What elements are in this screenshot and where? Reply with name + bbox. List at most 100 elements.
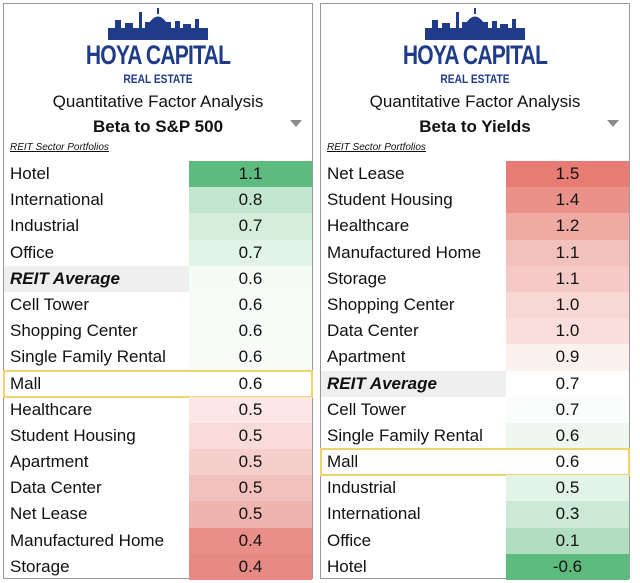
beta-value: 0.5: [506, 475, 629, 502]
sector-name: Single Family Rental: [327, 425, 483, 445]
sector-row: Industrial 0.5: [321, 475, 629, 502]
logo-subtitle: REAL ESTATE: [440, 72, 510, 86]
sector-name: Storage: [327, 268, 387, 288]
sector-name: REIT Average: [4, 265, 189, 292]
sector-list: Hotel 1.1 International 0.8 Industrial 0.7 Off…: [3, 161, 313, 580]
beta-value: 0.7: [189, 239, 312, 266]
sector-row: Cell Tower 0.7: [321, 396, 629, 423]
sector-name: Data Center: [10, 478, 102, 498]
beta-value: 0.5: [189, 449, 312, 476]
sector-name: Hotel: [10, 164, 50, 183]
beta-value: 0.6: [189, 291, 312, 319]
sector-name: Healthcare: [10, 399, 93, 419]
beta-value: 0.5: [189, 475, 312, 502]
sector-row: Student Housing 0.5: [4, 422, 312, 450]
beta-value: 1.0: [506, 318, 629, 345]
highlighted-row: Mall 0.6: [320, 448, 630, 477]
beta-value: 0.6: [189, 370, 312, 397]
sector-name: Net Lease: [327, 164, 405, 183]
sector-name: REIT Average: [321, 370, 506, 397]
beta-value: 0.6: [189, 265, 312, 292]
beta-value: 0.7: [189, 213, 312, 240]
sector-row: Healthcare 0.5: [4, 396, 312, 423]
sector-name: Industrial: [10, 216, 79, 236]
beta-value: 1.2: [506, 213, 629, 240]
sector-row: Manufactured Home 1.1: [321, 239, 629, 266]
sector-name: Office: [10, 242, 55, 262]
beta-value: 0.8: [189, 187, 312, 214]
logo-title: HOYA CAPITAL: [85, 40, 231, 70]
sector-row: Apartment 0.9: [321, 344, 629, 371]
beta-value: -0.6: [506, 553, 629, 580]
sector-row: Healthcare 1.2: [321, 213, 629, 240]
sector-name: Hotel: [327, 556, 367, 576]
sector-row: Cell Tower 0.6: [4, 291, 312, 319]
beta-value: 1.4: [506, 187, 629, 214]
hoya-capital-logo: HOYA CAPITAL REAL ESTATE: [321, 8, 629, 92]
logo-subtitle: REAL ESTATE: [123, 72, 193, 86]
beta-value: 0.7: [506, 370, 629, 397]
sector-row: Industrial 0.7: [4, 213, 312, 240]
sector-name: Shopping Center: [10, 321, 138, 341]
beta-value: 1.1: [506, 239, 629, 266]
sector-row: Storage 1.1: [321, 265, 629, 292]
beta-value: 0.6: [189, 344, 312, 371]
sector-row: International 0.8: [4, 187, 312, 214]
sector-name: International: [327, 504, 421, 524]
sector-row: Single Family Rental 0.6: [4, 344, 312, 371]
sector-row: Hotel -0.6: [321, 553, 629, 580]
sector-row: Office 0.7: [4, 239, 312, 266]
sector-row: Data Center 1.0: [321, 318, 629, 345]
sector-name: Apartment: [10, 452, 89, 472]
sector-row: Apartment 0.5: [4, 449, 312, 476]
sector-row: Data Center 0.5: [4, 475, 312, 502]
sector-name: International: [10, 190, 104, 210]
beta-value: 0.6: [189, 318, 312, 345]
sector-name: Single Family Rental: [10, 347, 166, 367]
beta-value: 0.5: [189, 396, 312, 423]
beta-yields-panel: HOYA CAPITAL REAL ESTATE Quantitative Fa…: [320, 3, 630, 580]
sector-row: Storage 0.4: [4, 553, 312, 580]
sector-name: Manufactured Home: [10, 530, 165, 550]
beta-value: 0.9: [506, 344, 629, 371]
sector-name: Data Center: [327, 321, 419, 341]
sector-name: Apartment: [327, 347, 406, 367]
sector-row: Shopping Center 0.6: [4, 318, 312, 345]
panel-heading: Quantitative Factor Analysis: [369, 92, 581, 111]
sector-row: Single Family Rental 0.6: [321, 422, 629, 450]
section-label: REIT Sector Portfolios: [327, 142, 426, 153]
sector-row: Hotel 1.1: [4, 161, 312, 188]
beta-value: 1.0: [506, 291, 629, 319]
beta-value: 0.4: [189, 527, 312, 554]
sector-row: Office 0.1: [321, 527, 629, 554]
average-row: REIT Average 0.6: [4, 265, 312, 292]
beta-value: 0.5: [189, 422, 312, 450]
section-label: REIT Sector Portfolios: [10, 142, 109, 153]
sector-row: International 0.3: [321, 501, 629, 528]
sector-row: Net Lease 1.5: [321, 161, 629, 188]
panel-heading: Quantitative Factor Analysis: [52, 92, 264, 111]
sector-name: Storage: [10, 556, 70, 576]
beta-value: 1.1: [189, 161, 312, 188]
beta-value: 0.6: [506, 449, 629, 476]
sector-row: Manufactured Home 0.4: [4, 527, 312, 554]
sector-row: Shopping Center 1.0: [321, 291, 629, 319]
sector-row: Net Lease 0.5: [4, 501, 312, 528]
sector-row: Student Housing 1.4: [321, 187, 629, 214]
sector-name: Student Housing: [327, 190, 453, 210]
hoya-capital-logo: HOYA CAPITAL REAL ESTATE: [4, 8, 312, 92]
capitol-skyline-icon: [108, 8, 208, 40]
beta-value: 0.3: [506, 501, 629, 528]
sector-name: Office: [327, 530, 372, 550]
sector-name: Mall: [4, 370, 189, 397]
beta-value: 0.5: [189, 501, 312, 528]
sector-name: Manufactured Home: [327, 242, 482, 262]
beta-value: 1.1: [506, 265, 629, 292]
dropdown-arrow-icon[interactable]: [290, 120, 302, 127]
sector-name: Mall: [321, 449, 506, 476]
sector-list: Net Lease 1.5 Student Housing 1.4 Healthcare…: [320, 161, 630, 580]
logo-title: HOYA CAPITAL: [402, 40, 548, 70]
beta-value: 0.4: [189, 553, 312, 580]
dropdown-arrow-icon[interactable]: [607, 120, 619, 127]
sector-name: Cell Tower: [327, 399, 407, 419]
